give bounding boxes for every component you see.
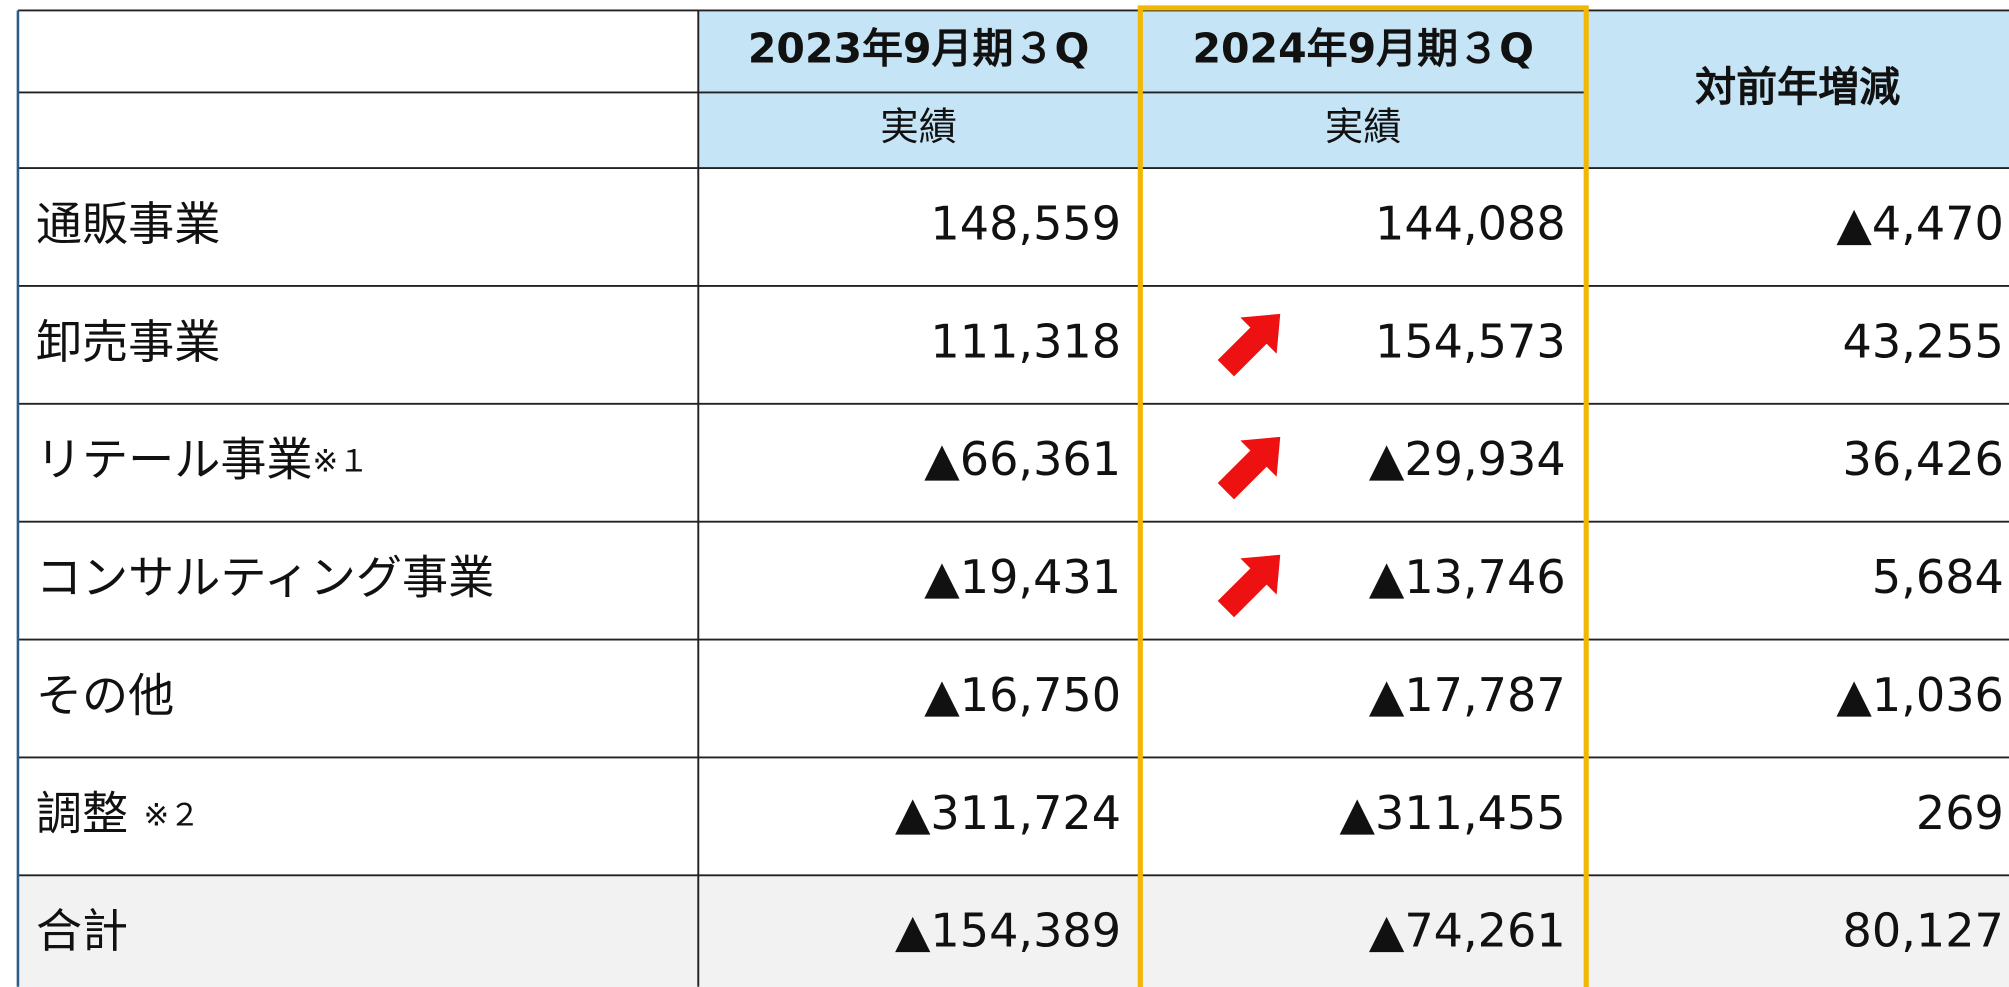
up-arrow: [1217, 313, 1281, 377]
cell-value: ▲66,361: [924, 432, 1121, 486]
cell-value: 269: [1916, 786, 2004, 840]
cell-value: 144,088: [1375, 196, 1566, 250]
highlight-frame: [1137, 5, 1589, 987]
cell-value: 148,559: [930, 196, 1121, 250]
cell-value: ▲29,934: [1369, 432, 1566, 486]
cell-value: 80,127: [1843, 904, 2004, 958]
column-subtitle: 実績: [880, 105, 957, 150]
row-label-text: 卸売事業: [36, 314, 220, 368]
cell-value: 43,255: [1843, 314, 2004, 368]
row-note: ※１: [313, 443, 370, 479]
cell-value: ▲154,389: [895, 904, 1121, 958]
row-label-text: 通販事業: [36, 196, 220, 250]
cell-value: ▲1,036: [1836, 668, 2003, 722]
column-subtitle: 実績: [1325, 105, 1402, 150]
column-title: 2023年9月期３Q: [748, 24, 1090, 72]
cell-value: ▲311,724: [895, 786, 1121, 840]
arrows: [1217, 313, 1281, 618]
column-title: 対前年増減: [1695, 63, 1900, 111]
header-background: [698, 10, 2009, 169]
cell-value: 154,573: [1375, 314, 1566, 368]
row-label-text: 合計: [36, 904, 128, 958]
row-label: その他: [36, 668, 174, 722]
row-label: 卸売事業: [36, 314, 220, 368]
cell-value: ▲16,750: [924, 668, 1121, 722]
row-label-text: 調整: [36, 786, 128, 840]
row-label: リテール事業※１: [36, 432, 369, 486]
total-row-background: [17, 875, 2009, 987]
row-label-text: コンサルティング事業: [36, 550, 494, 604]
cell-value: 36,426: [1843, 432, 2004, 486]
cell-value: ▲4,470: [1836, 196, 2003, 250]
cell-value: ▲311,455: [1340, 786, 1566, 840]
row-label-text: その他: [36, 668, 174, 722]
cell-value: ▲13,746: [1369, 550, 1566, 604]
row-label: 通販事業: [36, 196, 220, 250]
row-label-text: リテール事業: [36, 432, 313, 486]
cell-value: ▲17,787: [1369, 668, 1566, 722]
cell-value: 5,684: [1872, 550, 2004, 604]
cell-value: 111,318: [930, 314, 1121, 368]
up-arrow: [1217, 554, 1281, 618]
row-label: 調整 ※２: [36, 786, 200, 840]
row-label: コンサルティング事業: [36, 550, 494, 604]
row-note: ※２: [143, 797, 200, 833]
cell-value: ▲74,261: [1369, 904, 1566, 958]
cell-value: ▲19,431: [924, 550, 1121, 604]
up-arrow: [1217, 436, 1281, 500]
row-label: 合計: [36, 904, 128, 958]
column-title: 2024年9月期３Q: [1193, 24, 1535, 72]
